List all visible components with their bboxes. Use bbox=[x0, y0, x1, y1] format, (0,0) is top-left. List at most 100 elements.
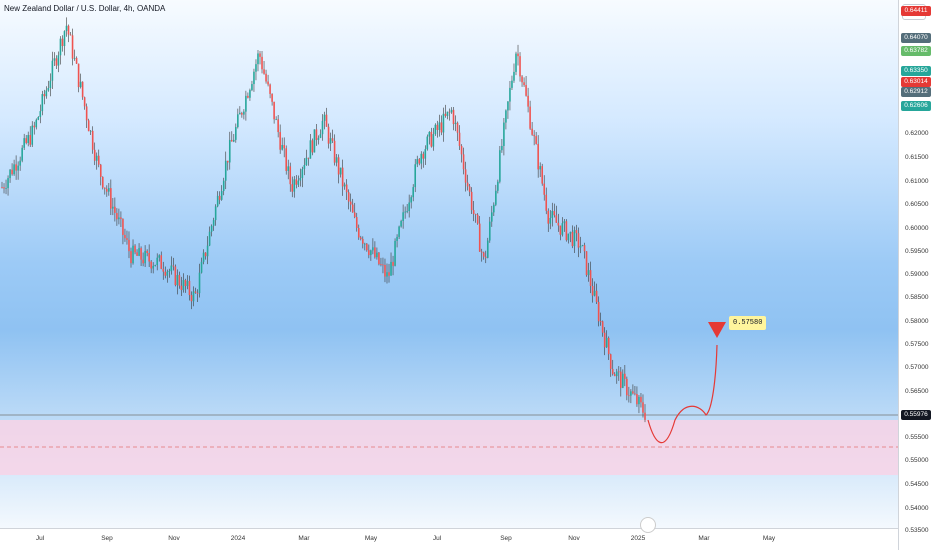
candle-body bbox=[541, 166, 544, 184]
candle-body bbox=[466, 182, 469, 187]
candle-body bbox=[249, 90, 251, 98]
candlestick-series bbox=[1, 17, 646, 423]
candle-body bbox=[343, 184, 346, 187]
candle-body bbox=[49, 80, 52, 88]
candle-body bbox=[529, 106, 531, 129]
candle-body bbox=[468, 186, 471, 192]
candle-body bbox=[587, 270, 590, 276]
candle-body bbox=[567, 233, 570, 241]
candle-body bbox=[309, 140, 312, 159]
target-price-label: 0.57580 bbox=[729, 316, 767, 330]
price-chart[interactable] bbox=[0, 0, 898, 528]
price-tick: 0.58500 bbox=[905, 294, 929, 301]
price-badge: 0.63014 bbox=[901, 77, 931, 87]
candle-body bbox=[43, 94, 46, 97]
candle-body bbox=[503, 122, 505, 146]
candle-body bbox=[237, 114, 239, 128]
price-tick: 0.60500 bbox=[905, 201, 929, 208]
candle-body bbox=[442, 113, 445, 133]
candle-body bbox=[551, 210, 554, 218]
candle-body bbox=[341, 167, 344, 187]
candle-body bbox=[138, 248, 140, 256]
candle-body bbox=[279, 132, 281, 150]
candle-body bbox=[251, 84, 253, 91]
price-tick: 0.57500 bbox=[905, 341, 929, 348]
candle-body bbox=[626, 378, 628, 396]
candle-body bbox=[634, 393, 636, 395]
candle-body bbox=[287, 166, 290, 171]
candle-body bbox=[331, 138, 334, 141]
candle-body bbox=[99, 164, 102, 177]
price-tick: 0.57000 bbox=[905, 364, 929, 371]
candle-body bbox=[408, 202, 410, 212]
candle-body bbox=[436, 124, 439, 130]
candle-body bbox=[644, 412, 646, 420]
candle-body bbox=[493, 204, 495, 213]
candle-body bbox=[333, 140, 336, 163]
candle-body bbox=[523, 82, 525, 86]
candle-body bbox=[269, 84, 271, 94]
candle-body bbox=[21, 147, 23, 161]
candle-body bbox=[281, 145, 283, 150]
candle-body bbox=[152, 265, 154, 269]
candle-body bbox=[392, 261, 394, 266]
candle-body bbox=[124, 234, 126, 239]
candle-body bbox=[47, 87, 50, 91]
candle-body bbox=[444, 113, 447, 116]
candle-body bbox=[79, 81, 82, 88]
candle-body bbox=[531, 128, 533, 135]
candle-body bbox=[583, 245, 586, 252]
candle-body bbox=[448, 111, 451, 113]
candle-body bbox=[224, 160, 227, 181]
candle-body bbox=[573, 230, 576, 247]
candle-body bbox=[462, 154, 465, 170]
candle-body bbox=[31, 125, 34, 145]
candle-body bbox=[202, 252, 205, 262]
candle-body bbox=[513, 71, 515, 81]
price-tick: 0.59000 bbox=[905, 271, 929, 278]
candle-body bbox=[525, 85, 527, 96]
candle-body bbox=[289, 166, 292, 185]
candle-body bbox=[194, 291, 197, 293]
candle-body bbox=[61, 38, 64, 47]
us-flag-icon[interactable] bbox=[640, 517, 656, 533]
candle-body bbox=[37, 116, 40, 120]
candle-body bbox=[400, 221, 402, 227]
candle-body bbox=[83, 97, 86, 107]
candle-body bbox=[428, 131, 431, 137]
candle-body bbox=[398, 226, 400, 237]
candle-body bbox=[158, 255, 161, 258]
candle-body bbox=[434, 124, 437, 135]
candle-body bbox=[174, 266, 177, 286]
candle-body bbox=[599, 321, 602, 323]
candle-body bbox=[103, 187, 106, 189]
candle-body bbox=[335, 157, 338, 163]
candle-body bbox=[495, 190, 497, 205]
candle-body bbox=[204, 252, 207, 257]
candle-body bbox=[144, 250, 146, 264]
candle-body bbox=[67, 25, 70, 35]
candle-body bbox=[450, 109, 453, 113]
support-zone bbox=[0, 420, 898, 475]
candle-body bbox=[212, 220, 215, 226]
candle-body bbox=[482, 252, 485, 257]
candle-body bbox=[553, 210, 556, 216]
candle-body bbox=[130, 251, 132, 264]
candle-body bbox=[609, 354, 612, 369]
price-badge: 0.63782 bbox=[901, 46, 931, 56]
candle-body bbox=[120, 217, 122, 219]
candle-body bbox=[313, 129, 316, 153]
price-tick: 0.62000 bbox=[905, 130, 929, 137]
time-axis[interactable] bbox=[0, 528, 898, 551]
candle-body bbox=[432, 134, 435, 147]
price-badge: 0.62606 bbox=[901, 101, 931, 111]
candle-body bbox=[247, 95, 249, 98]
time-tick: Nov bbox=[168, 535, 180, 542]
time-tick: Mar bbox=[298, 535, 310, 542]
candle-body bbox=[388, 272, 390, 276]
candle-body bbox=[19, 160, 21, 166]
candle-body bbox=[315, 129, 318, 140]
candle-body bbox=[116, 212, 118, 220]
candle-body bbox=[533, 134, 535, 137]
candle-body bbox=[243, 111, 245, 115]
